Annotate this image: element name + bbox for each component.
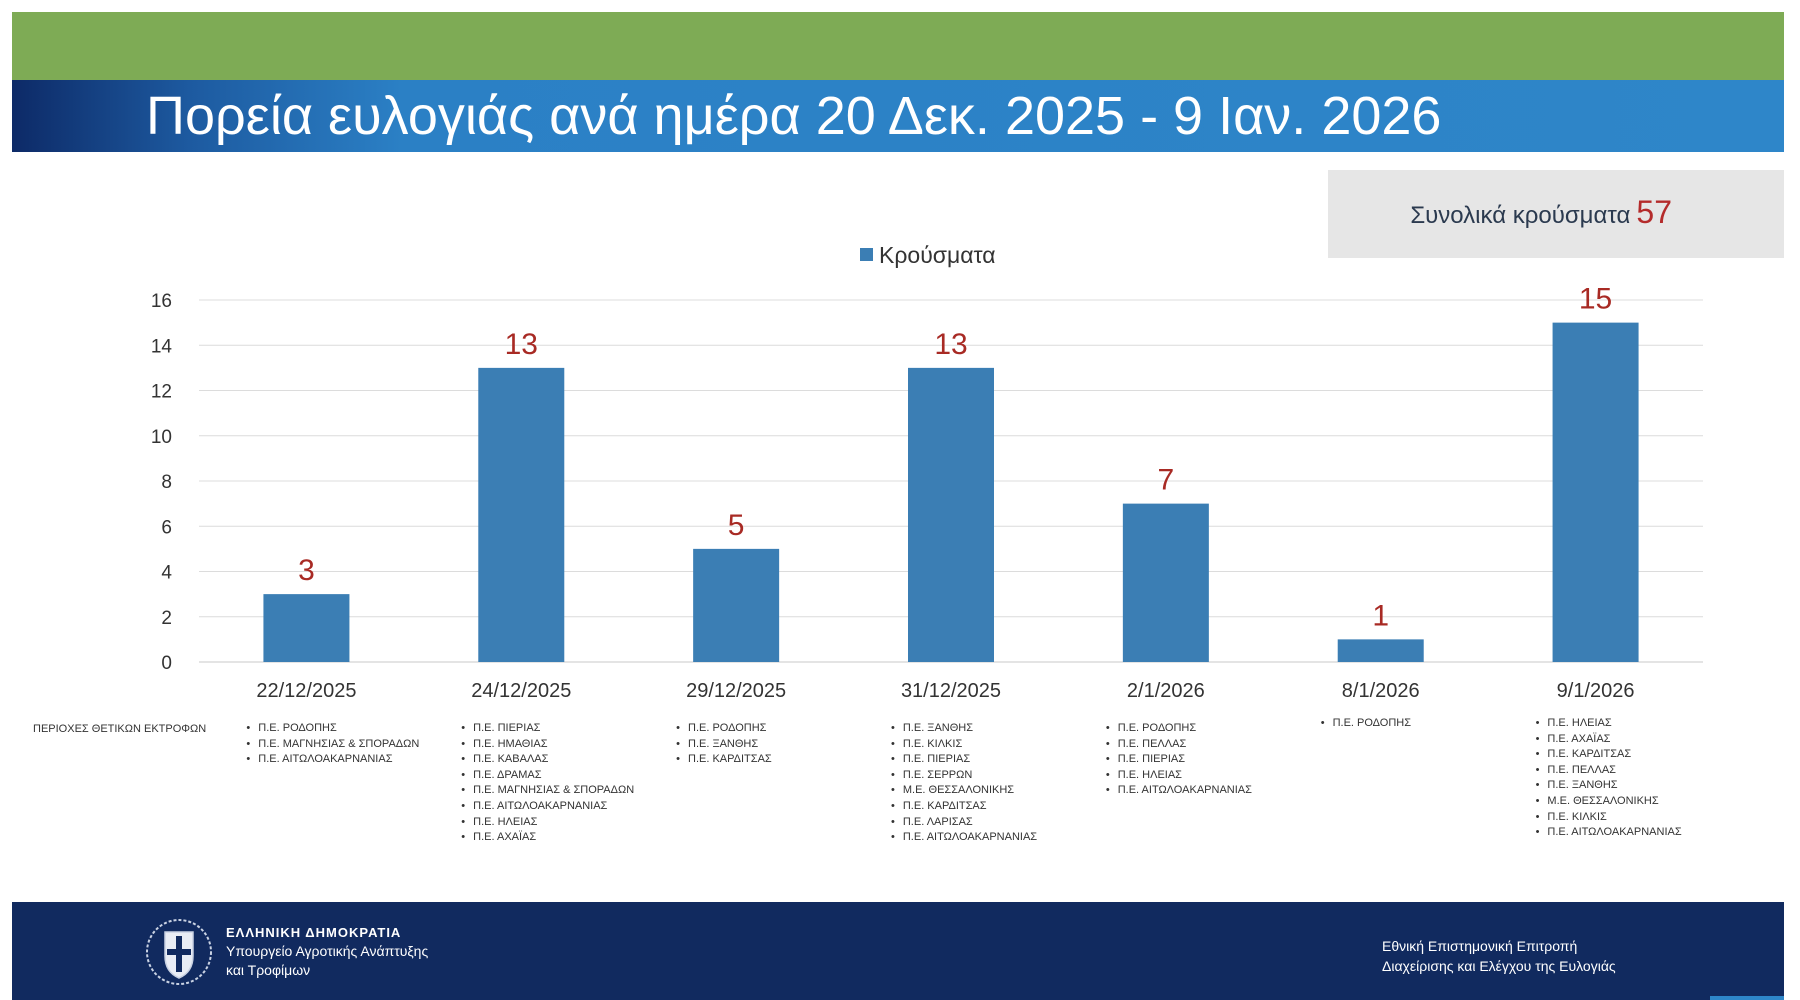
region-item: Π.Ε. ΑΧΑΪΑΣ (461, 830, 634, 846)
corner-accent (1710, 996, 1784, 1000)
region-item: Π.Ε. ΔΡΑΜΑΣ (461, 768, 634, 784)
bar (1122, 503, 1209, 662)
title-band: Πορεία ευλογιάς ανά ημέρα 20 Δεκ. 2025 -… (12, 80, 1784, 152)
region-item: Π.Ε. ΚΑΡΔΙΤΣΑΣ (1536, 747, 1682, 763)
region-item: Π.Ε. ΡΟΔΟΠΗΣ (246, 721, 419, 737)
region-item: Π.Ε. ΜΑΓΝΗΣΙΑΣ & ΣΠΟΡΑΔΩΝ (461, 783, 634, 799)
x-category-label: 29/12/2025 (686, 680, 786, 702)
y-tick-label: 10 (151, 427, 172, 448)
data-label: 15 (1579, 283, 1612, 316)
region-item: Π.Ε. ΗΜΑΘΙΑΣ (461, 737, 634, 753)
region-item: Π.Ε. ΗΛΕΙΑΣ (1536, 716, 1682, 732)
y-tick-label: 8 (161, 472, 172, 493)
x-category-label: 8/1/2026 (1342, 680, 1420, 702)
bar (478, 367, 565, 662)
bar (1337, 639, 1424, 662)
region-item: Π.Ε. ΚΑΡΔΙΤΣΑΣ (676, 752, 772, 768)
footer-committee: Εθνική Επιστημονική Επιτροπή Διαχείρισης… (1382, 936, 1616, 976)
region-item: Π.Ε. ΣΕΡΡΩΝ (891, 768, 1037, 784)
region-item: Π.Ε. ΡΟΔΟΠΗΣ (1321, 716, 1411, 732)
footer-ministry-line1: Υπουργείο Αγροτικής Ανάπτυξης (226, 943, 429, 959)
footer-committee-line2: Διαχείρισης και Ελέγχου της Ευλογιάς (1382, 958, 1616, 974)
region-item: Π.Ε. ΛΑΡΙΣΑΣ (891, 815, 1037, 831)
region-item: Π.Ε. ΠΕΛΛΑΣ (1106, 737, 1252, 753)
y-tick-label: 4 (161, 563, 172, 584)
footer-republic-label: ΕΛΛΗΝΙΚΗ ΔΗΜΟΚΡΑΤΙΑ (226, 925, 402, 940)
region-item: Π.Ε. ΠΙΕΡΙΑΣ (461, 721, 634, 737)
data-label: 3 (298, 554, 315, 587)
region-item: Π.Ε. ΑΧΑΪΑΣ (1536, 732, 1682, 748)
y-tick-label: 0 (161, 653, 172, 674)
region-list: Π.Ε. ΡΟΔΟΠΗΣΠ.Ε. ΠΕΛΛΑΣΠ.Ε. ΠΙΕΡΙΑΣΠ.Ε. … (1106, 721, 1252, 799)
data-label: 13 (934, 328, 967, 361)
data-label: 1 (1372, 599, 1389, 632)
total-cases-box: Συνολικά κρούσματα 57 (1328, 170, 1784, 258)
region-item: Π.Ε. ΚΑΡΔΙΤΣΑΣ (891, 799, 1037, 815)
region-item: Π.Ε. ΞΑΝΘΗΣ (891, 721, 1037, 737)
page-title: Πορεία ευλογιάς ανά ημέρα 20 Δεκ. 2025 -… (146, 86, 1442, 146)
bar (908, 367, 994, 662)
region-item: Μ.Ε. ΘΕΣΣΑΛΟΝΙΚΗΣ (1536, 794, 1682, 810)
footer-ministry-line2: και Τροφίμων (226, 962, 311, 978)
region-item: Μ.Ε. ΘΕΣΣΑΛΟΝΙΚΗΣ (891, 783, 1037, 799)
bar (263, 594, 350, 662)
y-tick-label: 14 (151, 336, 173, 357)
y-tick-label: 16 (151, 291, 172, 312)
bar (693, 548, 780, 662)
x-category-label: 2/1/2026 (1127, 680, 1205, 702)
legend-label: Κρούσματα (879, 242, 996, 268)
data-label: 13 (505, 328, 538, 361)
footer-ministry: ΕΛΛΗΝΙΚΗ ΔΗΜΟΚΡΑΤΙΑ Υπουργείο Αγροτικής … (226, 924, 428, 980)
x-category-label: 9/1/2026 (1557, 680, 1635, 702)
footer-committee-line1: Εθνική Επιστημονική Επιτροπή (1382, 938, 1578, 954)
region-item: Π.Ε. ΑΙΤΩΛΟΑΚΑΡΝΑΝΙΑΣ (1536, 825, 1681, 841)
region-item: Π.Ε. ΗΛΕΙΑΣ (1106, 768, 1252, 784)
region-item: Π.Ε. ΑΙΤΩΛΟΑΚΑΡΝΑΝΙΑΣ (246, 752, 419, 768)
region-item: Π.Ε. ΠΙΕΡΙΑΣ (891, 752, 1037, 768)
region-item: Π.Ε. ΞΑΝΘΗΣ (676, 737, 772, 753)
region-list: Π.Ε. ΡΟΔΟΠΗΣΠ.Ε. ΜΑΓΝΗΣΙΑΣ & ΣΠΟΡΑΔΩΝΠ.Ε… (246, 721, 419, 768)
region-item: Π.Ε. ΡΟΔΟΠΗΣ (1106, 721, 1252, 737)
region-item: Π.Ε. ΑΙΤΩΛΟΑΚΑΡΝΑΝΙΑΣ (891, 830, 1037, 846)
legend-swatch (860, 248, 873, 261)
region-list: Π.Ε. ΡΟΔΟΠΗΣ (1321, 716, 1411, 732)
region-item: Π.Ε. ΠΙΕΡΙΑΣ (1106, 752, 1252, 768)
region-list: Π.Ε. ΡΟΔΟΠΗΣΠ.Ε. ΞΑΝΘΗΣΠ.Ε. ΚΑΡΔΙΤΣΑΣ (676, 721, 772, 768)
regions-caption: ΠΕΡΙΟΧΕΣ ΘΕΤΙΚΩΝ ΕΚΤΡΟΦΩΝ (33, 723, 207, 735)
region-item: Π.Ε. ΚΙΛΚΙΣ (1536, 810, 1682, 826)
y-tick-label: 2 (161, 608, 172, 629)
region-item: Π.Ε. ΑΙΤΩΛΟΑΚΑΡΝΑΝΙΑΣ (1106, 783, 1252, 799)
region-item: Π.Ε. ΚΙΛΚΙΣ (891, 737, 1037, 753)
region-item: Π.Ε. ΗΛΕΙΑΣ (461, 815, 634, 831)
region-item: Π.Ε. ΠΕΛΛΑΣ (1536, 763, 1682, 779)
total-cases-label: Συνολικά κρούσματα (1410, 202, 1631, 229)
x-category-label: 31/12/2025 (901, 680, 1001, 702)
region-item: Π.Ε. ΜΑΓΝΗΣΙΑΣ & ΣΠΟΡΑΔΩΝ (246, 737, 419, 753)
x-category-label: 22/12/2025 (256, 680, 356, 702)
region-item: Π.Ε. ΞΑΝΘΗΣ (1536, 778, 1682, 794)
region-item: Π.Ε. ΚΑΒΑΛΑΣ (461, 752, 634, 768)
data-label: 7 (1158, 464, 1175, 497)
data-label: 5 (728, 509, 745, 542)
bar (1552, 322, 1639, 662)
x-category-label: 24/12/2025 (471, 680, 571, 702)
y-tick-label: 6 (161, 517, 172, 538)
region-item: Π.Ε. ΑΙΤΩΛΟΑΚΑΡΝΑΝΙΑΣ (461, 799, 634, 815)
greek-coat-of-arms-icon (146, 919, 212, 985)
region-item: Π.Ε. ΡΟΔΟΠΗΣ (676, 721, 772, 737)
region-list: Π.Ε. ΞΑΝΘΗΣΠ.Ε. ΚΙΛΚΙΣΠ.Ε. ΠΙΕΡΙΑΣΠ.Ε. Σ… (891, 721, 1037, 846)
total-cases-value: 57 (1636, 194, 1672, 230)
region-list: Π.Ε. ΗΛΕΙΑΣΠ.Ε. ΑΧΑΪΑΣΠ.Ε. ΚΑΡΔΙΤΣΑΣΠ.Ε.… (1536, 716, 1682, 841)
green-header-band (12, 12, 1784, 80)
y-tick-label: 12 (151, 382, 172, 403)
region-list: Π.Ε. ΠΙΕΡΙΑΣΠ.Ε. ΗΜΑΘΙΑΣΠ.Ε. ΚΑΒΑΛΑΣΠ.Ε.… (461, 721, 634, 846)
footer: ΕΛΛΗΝΙΚΗ ΔΗΜΟΚΡΑΤΙΑ Υπουργείο Αγροτικής … (12, 902, 1784, 1000)
